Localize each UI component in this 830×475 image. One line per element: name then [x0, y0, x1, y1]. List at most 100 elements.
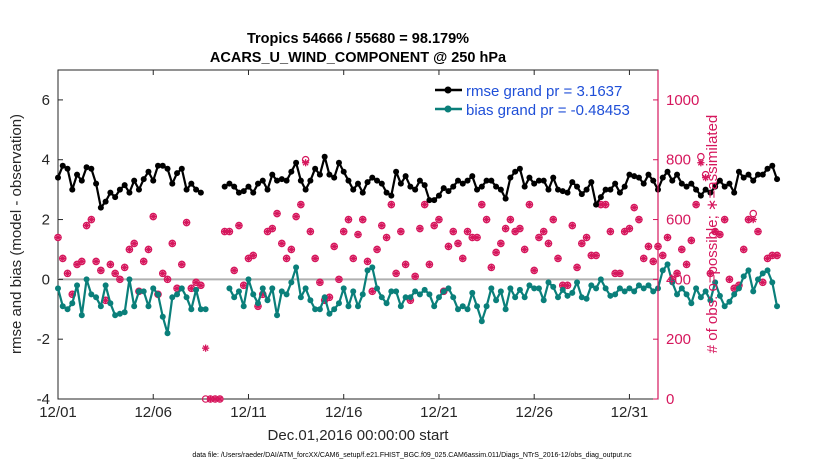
asterisk-stroke	[602, 201, 609, 208]
asterisk-stroke	[597, 201, 604, 208]
rmse-point	[69, 186, 76, 193]
obs-assimilated-marker	[330, 242, 338, 251]
asterisk-stroke	[364, 258, 371, 265]
bias-point	[507, 285, 514, 292]
rmse-point	[459, 180, 466, 187]
bias-point	[278, 288, 285, 295]
asterisk-stroke	[702, 174, 709, 181]
rmse-point	[764, 165, 771, 172]
rmse-point	[255, 180, 261, 187]
rmse-point	[512, 168, 519, 175]
rmse-point	[335, 159, 342, 166]
obs-assimilated-marker	[54, 233, 62, 242]
rmse-point	[464, 177, 471, 184]
rmse-point	[412, 186, 419, 193]
rmse-point	[507, 174, 514, 181]
asterisk-stroke	[535, 234, 542, 241]
bias-point	[321, 294, 328, 301]
rmse-point	[59, 162, 66, 169]
bias-point	[435, 294, 442, 301]
asterisk-stroke	[159, 270, 166, 277]
bias-point	[245, 276, 252, 283]
bias-point	[369, 264, 376, 271]
rmse-point	[726, 180, 733, 187]
rmse-point	[102, 198, 109, 205]
bias-point	[635, 282, 642, 289]
bias-point	[540, 297, 547, 304]
rmse-point	[678, 180, 685, 187]
bias-point	[69, 300, 76, 307]
asterisk-stroke	[635, 216, 642, 223]
rmse-point	[535, 177, 542, 184]
rmse-point	[693, 186, 700, 193]
asterisk-stroke	[235, 222, 242, 229]
bias-point	[355, 303, 361, 310]
rmse-point	[545, 186, 552, 193]
asterisk-stroke	[426, 261, 433, 268]
asterisk-stroke	[374, 246, 381, 253]
chart-title-line1: Tropics 54666 / 55680 = 98.179%	[247, 31, 469, 47]
y-tick-label-left: 2	[42, 212, 50, 229]
bias-point	[188, 306, 195, 313]
rmse-point	[421, 182, 428, 189]
asterisk-stroke	[774, 252, 781, 259]
asterisk-stroke	[150, 213, 157, 220]
obs-assimilated-marker	[249, 251, 257, 260]
obs-assimilated-marker	[159, 269, 167, 277]
asterisk-stroke	[97, 267, 104, 274]
asterisk-stroke	[240, 282, 247, 289]
obs-assimilated-marker	[59, 254, 67, 263]
legend: rmse grand pr = 3.1637 bias grand pr = -…	[425, 80, 650, 122]
asterisk-stroke	[745, 216, 752, 223]
asterisk-stroke	[59, 255, 66, 262]
obs-assimilated-marker	[230, 266, 238, 274]
obs-assimilated-marker	[192, 278, 200, 286]
asterisk-stroke	[755, 228, 761, 235]
rmse-point	[631, 173, 638, 180]
bias-point	[402, 294, 409, 301]
asterisk-stroke	[388, 201, 395, 208]
rmse-point	[774, 176, 781, 183]
asterisk-stroke	[650, 258, 657, 265]
asterisk-stroke	[716, 231, 723, 238]
rmse-point	[664, 168, 671, 175]
obs-assimilated-marker	[606, 227, 614, 236]
obs-assimilated-marker	[340, 227, 348, 236]
asterisk-stroke	[512, 228, 519, 235]
rmse-point	[378, 180, 385, 187]
rmse-point	[226, 180, 233, 187]
rmse-point	[583, 186, 590, 193]
rmse-point	[383, 189, 390, 196]
rmse-point	[569, 179, 576, 186]
obs-assimilated-marker	[540, 227, 548, 236]
asterisk-stroke	[383, 234, 390, 241]
obs-assimilated-marker	[711, 227, 719, 236]
obs-assimilated-marker	[563, 281, 572, 289]
obs-assimilated-marker	[106, 260, 114, 269]
legend-bias-label: bias grand pr = -0.48453	[466, 102, 630, 119]
rmse-point	[426, 197, 433, 204]
asterisk-stroke	[174, 285, 181, 292]
rmse-point	[407, 183, 414, 190]
obs-assimilated-marker	[582, 233, 591, 242]
y-tick-label-right: 1000	[666, 92, 699, 109]
bias-point	[240, 303, 247, 310]
legend-rmse-label: rmse grand pr = 3.1637	[466, 83, 622, 100]
rmse-point	[759, 171, 766, 178]
bias-point	[102, 282, 109, 289]
obs-assimilated-marker	[725, 275, 734, 283]
rmse-point	[455, 177, 461, 184]
footnote: data file: /Users/raeder/DAI/ATM_forcXX/…	[192, 452, 632, 459]
asterisk-stroke	[764, 255, 771, 262]
bias-point	[302, 285, 309, 292]
asterisk-stroke	[378, 222, 385, 229]
bias-point	[659, 267, 666, 274]
asterisk-stroke	[216, 396, 223, 402]
y-tick-label-left: -4	[37, 391, 50, 408]
rmse-point	[707, 189, 714, 196]
bias-point	[550, 283, 557, 290]
bias-point	[664, 261, 671, 268]
asterisk-stroke	[445, 243, 452, 250]
obs-assimilated-marker	[706, 269, 714, 277]
